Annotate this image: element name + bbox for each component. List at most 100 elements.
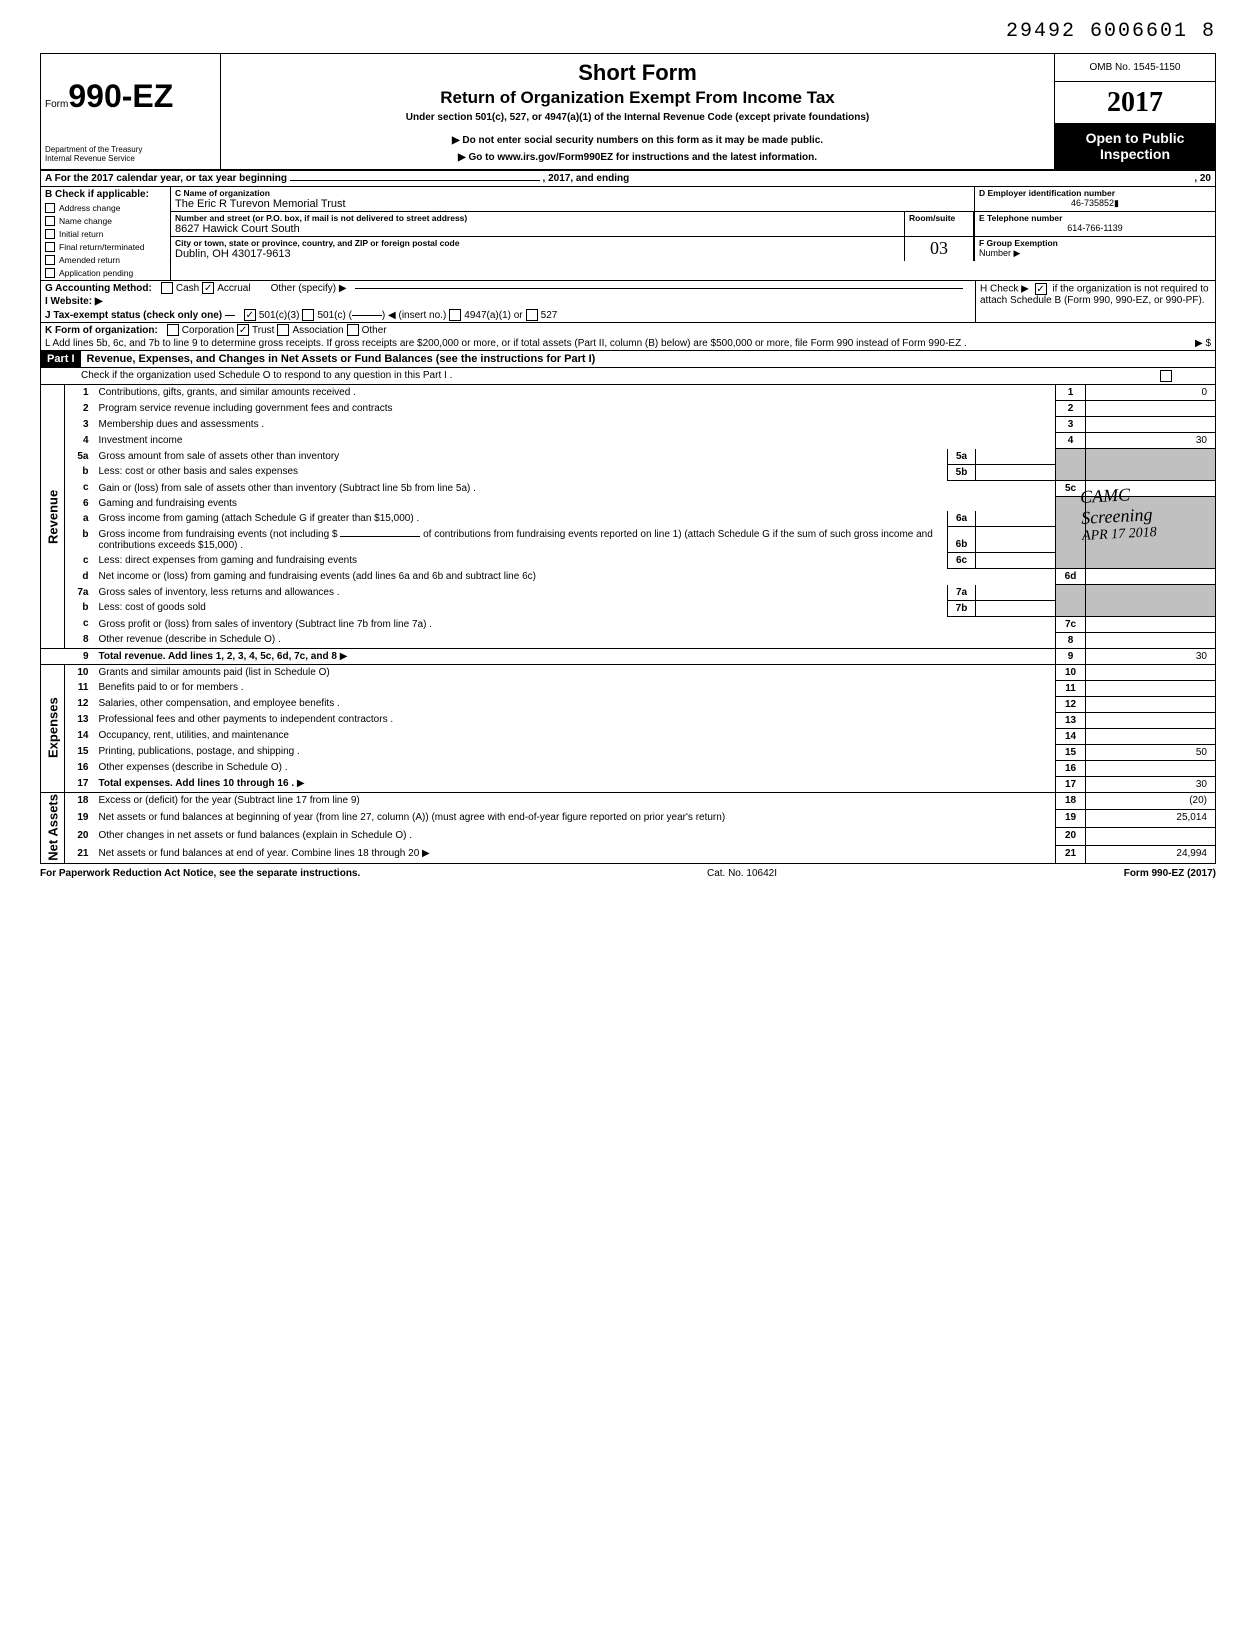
check-amended-return[interactable]: Amended return bbox=[45, 255, 166, 265]
line-20-num: 20 bbox=[1056, 828, 1086, 846]
line-7c-num: 7c bbox=[1056, 616, 1086, 632]
line-6-desc: Gaming and fundraising events bbox=[99, 498, 237, 509]
l-arrow: ▶ $ bbox=[1195, 338, 1211, 349]
ein-label: D Employer identification number bbox=[979, 188, 1211, 198]
j-501c: 501(c) ( bbox=[317, 310, 351, 321]
row-a-mid: , 2017, and ending bbox=[543, 173, 630, 184]
line-6d-num: 6d bbox=[1056, 569, 1086, 585]
check-final-return[interactable]: Final return/terminated bbox=[45, 242, 166, 252]
city-value: Dublin, OH 43017-9613 bbox=[175, 248, 900, 260]
line-18-val: (20) bbox=[1086, 792, 1216, 810]
line-7c-desc: Gross profit or (loss) from sales of inv… bbox=[99, 619, 432, 630]
header-right: OMB No. 1545-1150 2017 Open to Public In… bbox=[1055, 54, 1215, 169]
handwritten-03: 03 bbox=[904, 237, 974, 261]
line-10-no: 10 bbox=[65, 664, 95, 680]
check-accrual[interactable]: ✓ bbox=[202, 282, 214, 294]
line-5c-val bbox=[1086, 480, 1216, 496]
k-label: K Form of organization: bbox=[45, 325, 158, 336]
line-3-num: 3 bbox=[1056, 417, 1086, 433]
line-17-num: 17 bbox=[1056, 776, 1086, 792]
page-stamp: 29492 6006601 8 bbox=[40, 20, 1216, 43]
check-address-change[interactable]: Address change bbox=[45, 203, 166, 213]
line-20-val bbox=[1086, 828, 1216, 846]
check-initial-return[interactable]: Initial return bbox=[45, 229, 166, 239]
form-title: Short Form bbox=[227, 60, 1048, 86]
name-label: C Name of organization bbox=[175, 188, 970, 198]
line-10-desc: Grants and similar amounts paid (list in… bbox=[99, 667, 330, 678]
line-6b-no: b bbox=[65, 527, 95, 553]
part1-badge: Part I bbox=[41, 351, 81, 367]
phone-label: E Telephone number bbox=[979, 213, 1211, 223]
check-corp[interactable] bbox=[167, 324, 179, 336]
j-label: J Tax-exempt status (check only one) — bbox=[45, 310, 235, 321]
line-19-val: 25,014 bbox=[1086, 810, 1216, 828]
check-application-pending[interactable]: Application pending bbox=[45, 268, 166, 278]
line-6d-val bbox=[1086, 569, 1216, 585]
line-7b-mini: 7b bbox=[948, 600, 976, 616]
shaded-5v bbox=[1086, 449, 1216, 481]
section-c-street: Number and street (or P.O. box, if mail … bbox=[171, 212, 904, 236]
check-label: Application pending bbox=[59, 268, 133, 278]
check-name-change[interactable]: Name change bbox=[45, 216, 166, 226]
line-3-desc: Membership dues and assessments . bbox=[99, 419, 265, 430]
line-13-num: 13 bbox=[1056, 712, 1086, 728]
street-label: Number and street (or P.O. box, if mail … bbox=[175, 213, 900, 223]
check-501c[interactable] bbox=[302, 309, 314, 321]
check-label: Address change bbox=[59, 203, 120, 213]
ein-value: 46-735852▮ bbox=[979, 198, 1211, 209]
line-l: L Add lines 5b, 6c, and 7b to line 9 to … bbox=[41, 337, 1215, 350]
check-527[interactable] bbox=[526, 309, 538, 321]
line-17-val: 30 bbox=[1086, 776, 1216, 792]
line-i: I Website: ▶ bbox=[41, 295, 975, 308]
line-7b-minival bbox=[976, 600, 1056, 616]
check-trust[interactable]: ✓ bbox=[237, 324, 249, 336]
row-a-left: A For the 2017 calendar year, or tax yea… bbox=[45, 173, 287, 184]
check-assoc[interactable] bbox=[277, 324, 289, 336]
line-3-val bbox=[1086, 417, 1216, 433]
check-other[interactable] bbox=[347, 324, 359, 336]
g-cash: Cash bbox=[176, 283, 199, 294]
line-7c-no: c bbox=[65, 616, 95, 632]
check-label: Initial return bbox=[59, 229, 103, 239]
line-6c-minival bbox=[976, 553, 1056, 569]
room-label: Room/suite bbox=[909, 213, 969, 223]
org-name-value: The Eric R Turevon Memorial Trust bbox=[175, 198, 970, 210]
line-11-no: 11 bbox=[65, 680, 95, 696]
line-20-desc: Other changes in net assets or fund bala… bbox=[99, 830, 413, 841]
check-501c3[interactable]: ✓ bbox=[244, 309, 256, 321]
line-10-val bbox=[1086, 664, 1216, 680]
line-7a-desc: Gross sales of inventory, less returns a… bbox=[99, 587, 340, 598]
check-h[interactable]: ✓ bbox=[1035, 283, 1047, 295]
l-text: L Add lines 5b, 6c, and 7b to line 9 to … bbox=[45, 338, 967, 349]
line-14-desc: Occupancy, rent, utilities, and maintena… bbox=[99, 730, 289, 741]
section-b: B Check if applicable: Address change Na… bbox=[41, 187, 171, 280]
line-9-num: 9 bbox=[1056, 648, 1086, 664]
j-501c3: 501(c)(3) bbox=[259, 310, 300, 321]
form-subtitle: Return of Organization Exempt From Incom… bbox=[227, 88, 1048, 108]
line-14-val bbox=[1086, 728, 1216, 744]
line-16-num: 16 bbox=[1056, 760, 1086, 776]
line-9-desc: Total revenue. Add lines 1, 2, 3, 4, 5c,… bbox=[99, 651, 337, 662]
line-6c-desc: Less: direct expenses from gaming and fu… bbox=[99, 555, 357, 566]
j-527: 527 bbox=[541, 310, 558, 321]
check-cash[interactable] bbox=[161, 282, 173, 294]
g-label: G Accounting Method: bbox=[45, 283, 152, 294]
line-2-num: 2 bbox=[1056, 401, 1086, 417]
k-other: Other bbox=[362, 325, 387, 336]
line-4-val: 30 bbox=[1086, 433, 1216, 449]
line-7a-minival bbox=[976, 585, 1056, 601]
group-exemption-label: F Group Exemption bbox=[979, 238, 1211, 248]
line-19-desc: Net assets or fund balances at beginning… bbox=[99, 812, 726, 823]
row-a: A For the 2017 calendar year, or tax yea… bbox=[40, 171, 1216, 187]
line-7b-desc: Less: cost of goods sold bbox=[99, 602, 206, 613]
line-12-num: 12 bbox=[1056, 696, 1086, 712]
shaded-7v bbox=[1086, 585, 1216, 617]
line-12-no: 12 bbox=[65, 696, 95, 712]
line-j: J Tax-exempt status (check only one) — ✓… bbox=[41, 308, 975, 322]
line-6a-minival bbox=[976, 511, 1056, 527]
header-sub3: ▶ Go to www.irs.gov/Form990EZ for instru… bbox=[227, 152, 1048, 163]
check-4947[interactable] bbox=[449, 309, 461, 321]
line-6a-desc: Gross income from gaming (attach Schedul… bbox=[99, 513, 420, 524]
line-5c-no: c bbox=[65, 480, 95, 496]
check-schedule-o[interactable] bbox=[1160, 370, 1172, 382]
